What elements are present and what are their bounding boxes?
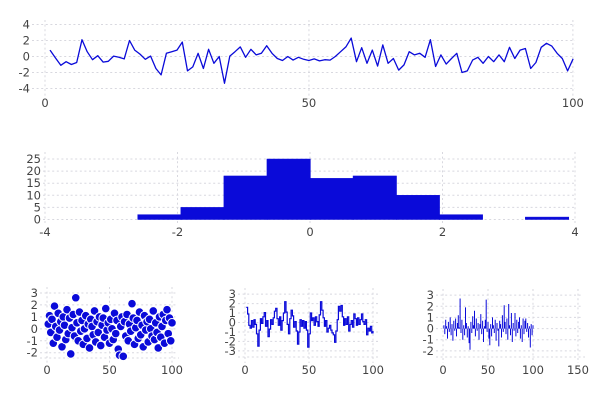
y-tick-label: -2 xyxy=(19,65,30,79)
scatter-point xyxy=(167,318,177,328)
x-tick-label: 100 xyxy=(161,363,183,377)
y-tick-label: -2 xyxy=(225,334,236,348)
scatter-point xyxy=(84,343,95,353)
x-tick-label: 2 xyxy=(439,225,446,239)
y-tick-label: -2 xyxy=(27,346,38,360)
y-tick-label: 0 xyxy=(23,50,30,64)
scatter-point xyxy=(65,349,76,359)
y-tick-label: 1 xyxy=(31,310,38,324)
x-tick-label: 100 xyxy=(522,363,544,377)
scatter-point xyxy=(165,335,176,346)
histogram-bar xyxy=(438,214,483,220)
histogram-bar xyxy=(309,178,354,220)
x-tick-label: 0 xyxy=(241,363,248,377)
y-tick-label: 1 xyxy=(427,310,434,324)
y-tick-label: 0 xyxy=(34,213,41,227)
histogram-bar xyxy=(352,175,397,220)
x-tick-label: 0 xyxy=(41,96,48,110)
y-tick-label: 5 xyxy=(34,200,41,214)
x-tick-label: 50 xyxy=(302,96,317,110)
scatter-point xyxy=(148,306,159,316)
histogram-bar xyxy=(395,195,440,220)
scatter-point xyxy=(127,298,137,309)
histogram-bar xyxy=(180,207,225,220)
x-tick-label: 100 xyxy=(562,96,584,110)
y-tick-label: -1 xyxy=(225,325,236,339)
scatter-point xyxy=(110,328,121,339)
x-tick-label: 100 xyxy=(362,363,384,377)
histogram-bar xyxy=(525,216,570,220)
x-tick-label: -2 xyxy=(172,225,183,239)
x-tick-label: -4 xyxy=(39,225,50,239)
x-tick-label: 50 xyxy=(102,363,117,377)
y-tick-label: 3 xyxy=(427,288,434,302)
y-tick-label: 0 xyxy=(31,322,38,336)
y-tick-label: 3 xyxy=(31,286,38,300)
x-tick-label: 50 xyxy=(302,363,317,377)
y-tick-label: -4 xyxy=(19,81,30,95)
y-tick-label: -1 xyxy=(423,333,434,347)
stem-series xyxy=(443,298,534,350)
histogram-bar xyxy=(137,214,182,220)
scatter-point xyxy=(118,351,129,362)
y-tick-label: 2 xyxy=(23,34,30,48)
y-tick-label: 0 xyxy=(229,316,236,330)
x-tick-label: 0 xyxy=(439,363,446,377)
y-tick-label: 2 xyxy=(31,298,38,312)
y-tick-label: -3 xyxy=(225,344,236,358)
scatter-point xyxy=(95,340,106,351)
y-tick-label: 20 xyxy=(26,164,41,178)
y-tick-label: 4 xyxy=(23,18,30,32)
histogram-bar xyxy=(266,158,311,220)
y-tick-label: -2 xyxy=(423,344,434,358)
scatter-point xyxy=(162,304,172,315)
x-tick-label: 50 xyxy=(481,363,496,377)
histogram-bar xyxy=(223,175,268,220)
y-tick-label: 2 xyxy=(229,297,236,311)
y-tick-label: 2 xyxy=(427,299,434,313)
y-tick-label: 10 xyxy=(26,188,41,202)
scatter-point xyxy=(70,292,81,303)
x-tick-label: 0 xyxy=(306,225,313,239)
x-tick-label: 0 xyxy=(43,363,50,377)
x-tick-label: 4 xyxy=(571,225,578,239)
scatter-point xyxy=(153,343,164,353)
line-series xyxy=(49,37,574,84)
y-tick-label: 25 xyxy=(26,152,41,166)
step-series xyxy=(246,301,374,348)
x-tick-label: 150 xyxy=(567,363,589,377)
y-tick-label: 1 xyxy=(229,306,236,320)
y-tick-label: 15 xyxy=(26,176,41,190)
y-tick-label: 3 xyxy=(229,287,236,301)
y-tick-label: -1 xyxy=(27,334,38,348)
y-tick-label: 0 xyxy=(427,322,434,336)
scatter-point xyxy=(100,303,111,314)
